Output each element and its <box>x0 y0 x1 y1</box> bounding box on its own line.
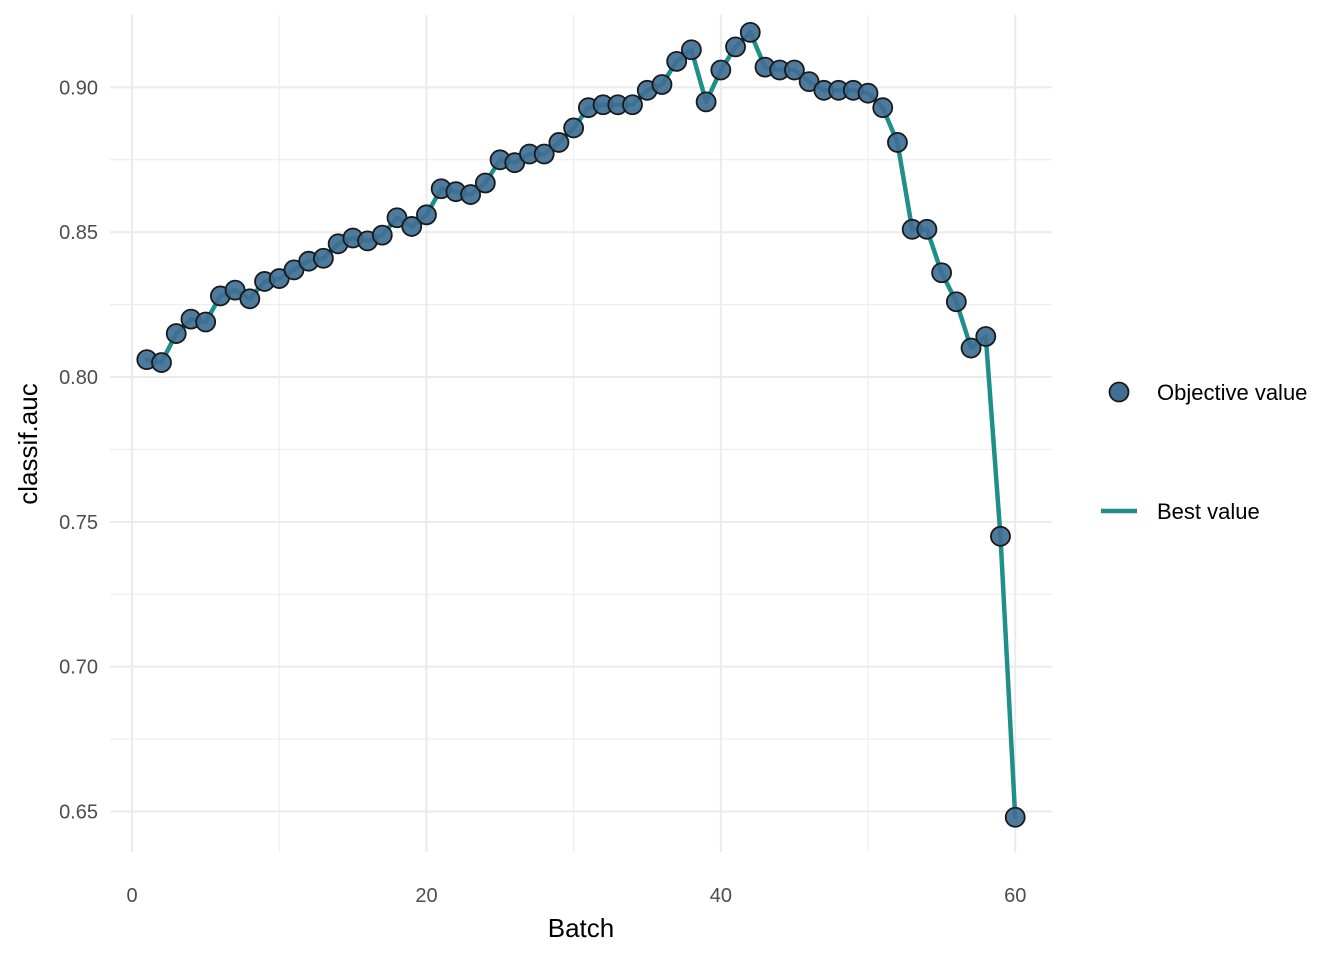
objective-value-point <box>239 288 261 310</box>
objective-value-point <box>533 143 555 165</box>
y-tick-label: 0.85 <box>59 222 98 244</box>
legend-best-label: Best value <box>1157 499 1260 524</box>
objective-value-point <box>151 352 172 373</box>
objective-value-point <box>739 21 761 43</box>
objective-value-point <box>916 218 938 240</box>
legend: Objective value Best value <box>1101 380 1307 524</box>
objective-value-point <box>931 262 953 284</box>
objective-value-point <box>945 291 967 313</box>
objective-value-point <box>371 224 393 246</box>
objective-value-point <box>401 216 423 237</box>
x-tick-label: 60 <box>1004 885 1026 907</box>
objective-value-point <box>313 247 334 269</box>
x-tick-label: 40 <box>710 885 732 907</box>
objective-value-point <box>460 184 482 205</box>
x-axis-title: Batch <box>548 913 615 943</box>
x-axis-ticks: 0 20 40 60 <box>127 885 1027 907</box>
objective-value-point <box>725 36 746 58</box>
legend-objective-key <box>1108 381 1130 403</box>
grid-major <box>110 15 1052 852</box>
objective-value-point <box>710 59 732 81</box>
y-axis-title: classif.auc <box>13 383 43 504</box>
objective-value-point <box>195 311 217 333</box>
objective-value-point <box>548 132 570 153</box>
objective-value-point <box>474 172 496 194</box>
x-tick-label: 0 <box>127 885 138 907</box>
objective-value-point <box>666 50 688 72</box>
y-tick-label: 0.70 <box>59 657 98 679</box>
objective-value-point <box>695 91 717 113</box>
objective-value-point <box>857 82 879 104</box>
x-tick-label: 20 <box>415 885 437 907</box>
objective-value-point <box>975 326 997 347</box>
legend-objective-label: Objective value <box>1157 380 1307 405</box>
y-tick-label: 0.80 <box>59 367 98 389</box>
objective-value-point <box>1004 806 1026 828</box>
objective-value-point <box>872 97 894 119</box>
grid-minor <box>110 15 1052 852</box>
objective-value-point <box>960 337 982 359</box>
objective-value-point <box>990 525 1011 547</box>
objective-value-point <box>651 74 673 95</box>
y-axis-ticks: 0.65 0.70 0.75 0.80 0.85 0.90 <box>59 77 98 823</box>
objective-value-point <box>784 59 805 81</box>
objective-value-point <box>887 132 908 153</box>
y-tick-label: 0.90 <box>59 77 98 99</box>
objective-value-point <box>622 94 643 116</box>
objective-value-point <box>165 323 187 344</box>
objective-value-point <box>680 39 702 61</box>
y-tick-label: 0.75 <box>59 512 98 534</box>
objective-value-point <box>563 117 585 139</box>
objective-value-points <box>136 21 1026 828</box>
objective-value-point <box>416 204 437 226</box>
y-tick-label: 0.65 <box>59 801 98 823</box>
